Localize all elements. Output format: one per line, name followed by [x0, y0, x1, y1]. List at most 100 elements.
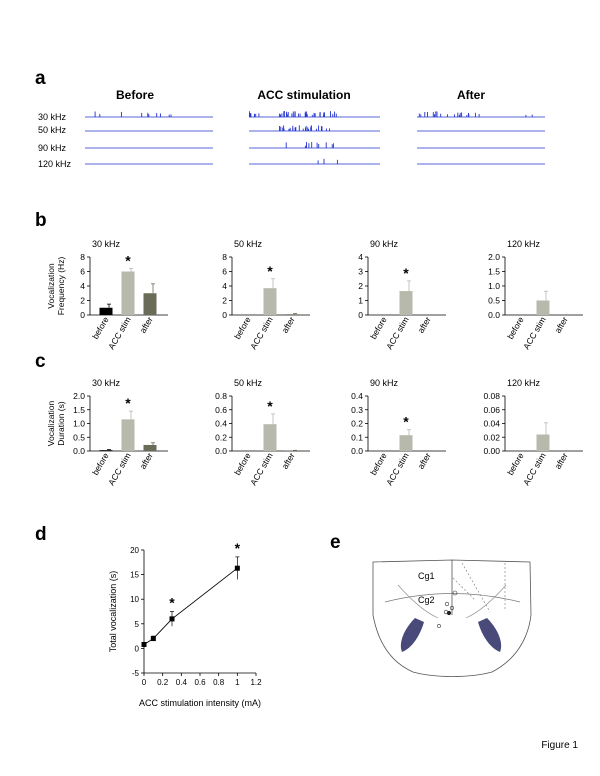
- y-tick-label: 0.0: [488, 310, 500, 320]
- x-tick-label: 0.2: [157, 678, 169, 687]
- chart-title: 120 kHz: [507, 378, 541, 388]
- bar-acc-stim: [263, 288, 277, 315]
- panel-letter-a: a: [35, 68, 46, 89]
- ventricle-right: [478, 618, 502, 652]
- y-tick-label: 15: [130, 571, 139, 580]
- bar-acc-stim: [263, 424, 277, 451]
- x-tick-label: after: [138, 315, 155, 335]
- x-tick-label: after: [416, 451, 433, 471]
- x-tick-label: before: [232, 315, 253, 341]
- x-tick-label: 0.8: [213, 678, 225, 687]
- y-tick-label: 2: [80, 296, 85, 306]
- y-tick-label: 10: [130, 595, 139, 604]
- y-tick-label: 0: [135, 644, 140, 653]
- bar-acc-stim: [536, 300, 550, 315]
- x-tick-label: 1.2: [250, 678, 262, 687]
- y-tick-label: 0.04: [483, 419, 500, 429]
- y-tick-label: 3: [358, 267, 363, 277]
- chart-title: 120 kHz: [507, 239, 541, 249]
- chart-title: 90 kHz: [370, 239, 399, 249]
- bar-after: [143, 444, 157, 451]
- stimulation-site-marker: [437, 624, 441, 628]
- chart-title: 50 kHz: [234, 378, 263, 388]
- y-tick-label: 2: [222, 296, 227, 306]
- x-tick-label: 0: [142, 678, 147, 687]
- y-tick-label: -5: [132, 669, 140, 678]
- row-label-30khz: 30 kHz: [38, 112, 67, 122]
- col-title-after: After: [457, 88, 485, 102]
- x-tick-label: before: [505, 451, 526, 477]
- stimulation-site-marker: [444, 601, 450, 607]
- y-tick-label: 0.2: [215, 432, 227, 442]
- corpus-callosum: [384, 593, 521, 603]
- bar-after: [285, 314, 299, 315]
- x-axis-label: ACC stimulation intensity (mA): [139, 698, 261, 708]
- panel-letter-b: b: [35, 210, 47, 231]
- y-tick-label: 4: [358, 252, 363, 262]
- stimulation-site-marker: [446, 610, 452, 616]
- significance-star: *: [267, 263, 273, 279]
- y-tick-label: 0.3: [351, 405, 363, 415]
- cg-divider-dashed: [452, 577, 476, 601]
- x-tick-label: after: [553, 315, 570, 335]
- y-tick-label: 0.2: [351, 419, 363, 429]
- y-tick-label: 0.08: [483, 391, 500, 401]
- panel-letter-d: d: [35, 524, 47, 545]
- series-line: [143, 567, 238, 645]
- y-tick-label: 1.5: [73, 405, 85, 415]
- row-label-90khz: 90 kHz: [38, 143, 67, 153]
- y-tick-label: 8: [80, 252, 85, 262]
- y-tick-label: 6: [80, 267, 85, 277]
- x-tick-label: 1: [235, 678, 240, 687]
- y-tick-label: 0.06: [483, 405, 500, 415]
- chart-title: 30 kHz: [92, 239, 121, 249]
- bar-after: [143, 293, 157, 315]
- y-axis-label: Duration (s): [56, 401, 66, 446]
- bar-acc-stim: [121, 419, 135, 451]
- x-tick-label: before: [232, 451, 253, 477]
- y-tick-label: 0.5: [73, 432, 85, 442]
- y-axis-label: Frequency (Hz): [56, 257, 66, 316]
- y-tick-label: 4: [80, 281, 85, 291]
- y-axis-label: Vocalization: [46, 401, 56, 447]
- y-tick-label: 20: [130, 546, 139, 555]
- significance-star: *: [403, 414, 409, 430]
- y-tick-label: 0.0: [215, 446, 227, 456]
- data-point: [169, 616, 175, 622]
- y-tick-label: 2: [358, 281, 363, 291]
- y-tick-label: 0: [80, 310, 85, 320]
- figure-caption: Figure 1: [541, 740, 578, 751]
- x-tick-label: after: [416, 315, 433, 335]
- x-tick-label: after: [280, 451, 297, 471]
- x-tick-label: before: [90, 451, 111, 477]
- stimulation-site-marker: [452, 590, 458, 596]
- area-boundary-dashed: [461, 562, 491, 613]
- y-tick-label: 0.8: [215, 391, 227, 401]
- y-tick-label: 4: [222, 281, 227, 291]
- panel-letter-c: c: [35, 351, 46, 372]
- stimulation-site-marker: [449, 605, 455, 611]
- x-tick-label: before: [368, 315, 389, 341]
- row-label-120khz: 120 kHz: [38, 159, 72, 169]
- brain-section-diagram: Cg1 Cg2: [372, 559, 532, 677]
- y-tick-label: 0.00: [483, 446, 500, 456]
- x-tick-label: after: [138, 451, 155, 471]
- row-label-50khz: 50 kHz: [38, 125, 67, 135]
- y-tick-label: 1.5: [488, 267, 500, 277]
- chart-title: 50 kHz: [234, 239, 263, 249]
- brain-outline: [372, 559, 532, 677]
- significance-star: *: [403, 265, 409, 281]
- col-title-before: Before: [116, 88, 154, 102]
- chart-title: 90 kHz: [370, 378, 399, 388]
- panel-letter-e: e: [330, 532, 341, 553]
- y-tick-label: 0.0: [73, 446, 85, 456]
- y-tick-label: 1: [358, 296, 363, 306]
- bar-before: [99, 450, 113, 451]
